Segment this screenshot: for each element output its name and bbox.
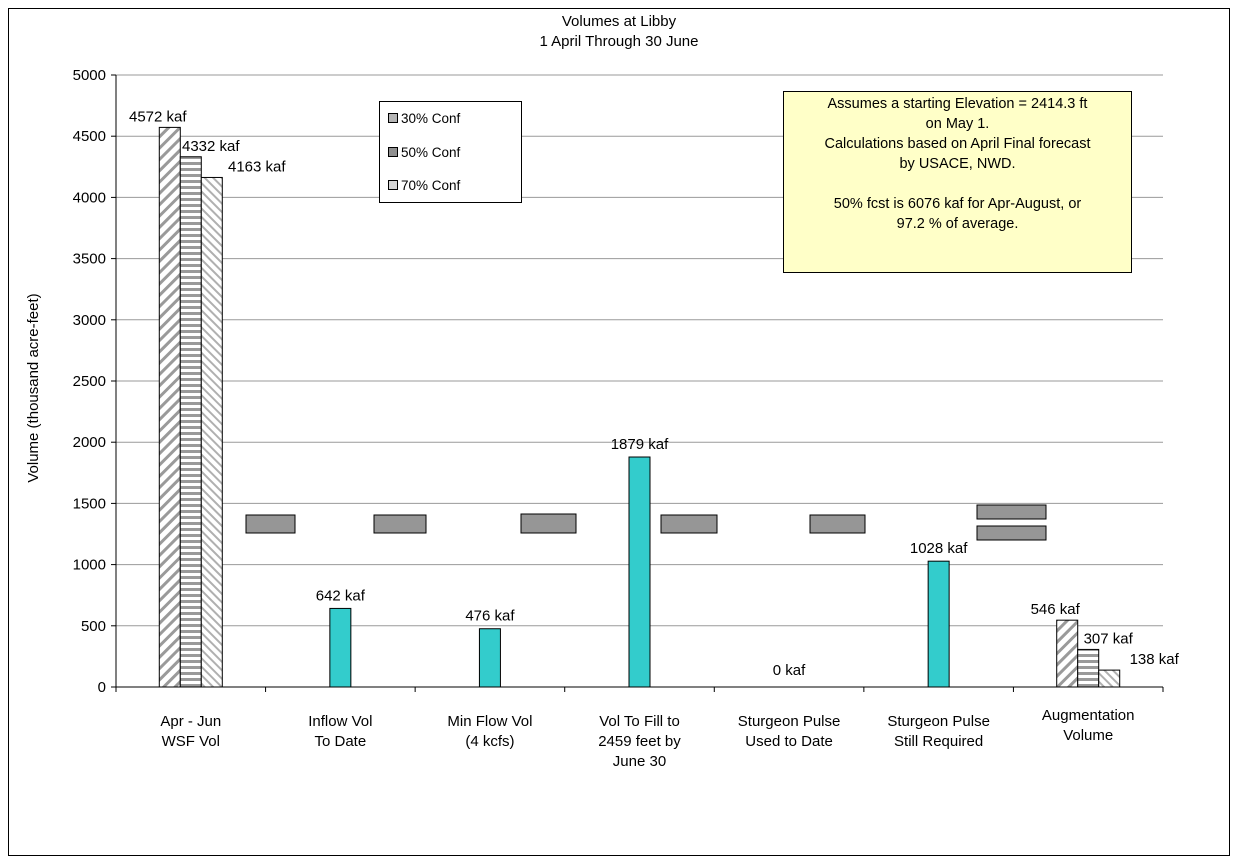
legend-label-50: 50% Conf [401,144,461,160]
gray-marker [976,525,1047,541]
legend-swatch-70-icon [388,180,398,190]
legend-swatch-50-icon [388,147,398,157]
gray-marker [245,514,296,534]
gray-marker [520,513,577,534]
note-line: Assumes a starting Elevation = 2414.3 ft [827,96,1088,112]
data-label: 4572 kaf [129,108,187,125]
y-tick-label: 1000 [73,557,106,574]
bar-volume [628,456,651,688]
data-label: 1028 kaf [910,540,968,557]
data-label: 0 kaf [773,662,806,679]
chart-title: Volumes at Libby [562,13,677,30]
y-axis-label: Volume (thousand acre-feet) [25,293,42,482]
note-line: 97.2 % of average. [896,216,1019,232]
y-tick-label: 5000 [73,67,106,84]
legend-swatch-30-icon [388,113,398,123]
note-line: 50% fcst is 6076 kaf for Apr-August, or [833,196,1082,212]
x-category-label: Volume [1063,727,1113,744]
x-category-label: Vol To Fill to [599,713,680,730]
gray-marker [976,504,1047,520]
x-category-label: Used to Date [745,733,833,750]
gray-marker [809,514,866,534]
y-tick-label: 500 [81,618,106,635]
data-label: 138 kaf [1130,651,1180,668]
note-line [784,174,1131,194]
legend-label-30: 30% Conf [401,110,461,126]
gray-marker [660,514,718,534]
x-category-label: Sturgeon Pulse [738,713,841,730]
bar-50-conf [1077,648,1100,688]
x-category-label: (4 kcfs) [465,733,514,750]
x-category-label: Apr - Jun [160,713,221,730]
y-tick-label: 3000 [73,312,106,329]
x-category-label: WSF Vol [162,733,220,750]
note-line: Calculations based on April Final foreca… [824,136,1091,152]
bar-70-conf [1098,669,1121,688]
x-category-label: Sturgeon Pulse [887,713,990,730]
x-category-label: To Date [315,733,367,750]
y-tick-label: 3500 [73,251,106,268]
x-category-label: June 30 [613,753,666,770]
legend-item-70: 70% Conf [388,176,460,194]
data-label: 307 kaf [1084,630,1134,647]
x-category-label: Augmentation [1042,707,1135,724]
y-tick-label: 4000 [73,189,106,206]
data-label: 476 kaf [465,608,515,625]
x-category-label: Min Flow Vol [447,713,532,730]
x-category-label: Inflow Vol [308,713,372,730]
legend-item-30: 30% Conf [388,109,460,127]
y-tick-label: 4500 [73,128,106,145]
forecast-note-box: Assumes a starting Elevation = 2414.3 ft… [783,91,1132,273]
data-label: 4332 kaf [182,138,240,155]
gray-marker [373,514,427,534]
y-tick-label: 2000 [73,434,106,451]
x-category-label: 2459 feet by [598,733,681,750]
note-line: on May 1. [925,116,990,132]
data-label: 4163 kaf [228,158,286,175]
legend: 30% Conf 50% Conf 70% Conf [379,101,522,203]
y-tick-label: 2500 [73,373,106,390]
chart-subtitle: 1 April Through 30 June [539,33,698,50]
data-label: 1879 kaf [611,436,669,453]
bar-30-conf [158,126,181,688]
bar-50-conf [179,156,202,688]
note-line: by USACE, NWD. [899,156,1016,172]
y-tick-label: 1500 [73,495,106,512]
gray-marker-group [245,504,1047,541]
legend-item-50: 50% Conf [388,143,460,161]
bar-volume [329,607,352,688]
data-label: 546 kaf [1031,601,1081,618]
bar-volume [478,628,501,688]
bar-30-conf [1056,619,1079,688]
x-category-label: Still Required [894,733,983,750]
legend-label-70: 70% Conf [401,177,461,193]
data-label: 642 kaf [316,587,366,604]
y-tick-label: 0 [98,679,106,696]
bar-70-conf [200,176,223,688]
bar-volume [927,560,950,688]
